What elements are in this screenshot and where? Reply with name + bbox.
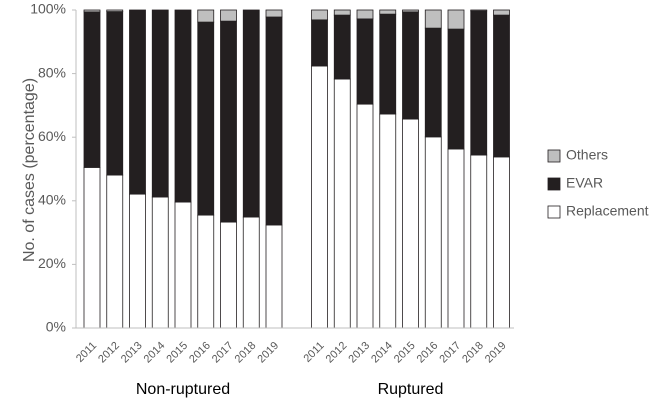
x-tick-label: 2011 <box>74 340 99 365</box>
x-tick-label: 2019 <box>483 340 509 366</box>
bar-segment <box>379 113 397 329</box>
bar-segment <box>83 9 101 13</box>
bar-segment <box>197 214 215 329</box>
y-axis-title: No. of cases (percentage) <box>21 78 38 262</box>
bar-segment <box>356 103 374 329</box>
bar-segment <box>493 14 510 158</box>
bar-segment <box>402 118 419 329</box>
legend-label: Others <box>566 147 608 163</box>
bar-segment <box>424 136 442 329</box>
y-tick-label: 40% <box>38 192 66 208</box>
bar-segment <box>311 19 328 67</box>
y-tick-label: 20% <box>38 255 66 271</box>
bar-segment <box>333 14 351 80</box>
bar-segment <box>379 9 397 15</box>
legend-swatch <box>547 149 561 163</box>
bar-segment <box>447 28 465 150</box>
bar-segment <box>220 221 237 329</box>
x-tick-label: 2015 <box>164 340 190 366</box>
x-tick-label: 2013 <box>119 340 145 366</box>
x-tick-label: 2012 <box>96 340 122 366</box>
x-tick-label: 2018 <box>460 340 486 366</box>
x-tick-label: 2017 <box>210 340 236 366</box>
bar-segment <box>470 10 488 156</box>
x-tick-label: 2011 <box>301 340 326 365</box>
x-tick-label: 2019 <box>255 340 281 366</box>
bar-segment <box>220 20 237 223</box>
bar-segment <box>265 16 283 226</box>
bar-segment <box>470 9 488 12</box>
bar-segment <box>242 9 260 218</box>
bar-segment <box>197 21 215 216</box>
bar-segment <box>220 9 237 22</box>
bar-segment <box>106 9 124 12</box>
bar-segment <box>106 174 124 329</box>
y-tick-label: 80% <box>38 64 66 80</box>
x-tick-label: 2014 <box>369 340 395 366</box>
x-tick-label: 2016 <box>187 340 213 366</box>
x-tick-label: 2016 <box>415 340 441 366</box>
bar-segment <box>151 9 169 198</box>
bar-segment <box>424 9 442 29</box>
bar-segment <box>356 18 374 105</box>
bar-segment <box>129 9 146 195</box>
bar-segment <box>311 9 328 21</box>
bar-segment <box>151 196 169 329</box>
y-tick-label: 60% <box>38 128 66 144</box>
bar-segment <box>333 78 351 329</box>
x-tick-label: 2012 <box>324 340 350 366</box>
bar-segment <box>174 201 192 329</box>
legend-label: Replacement <box>566 203 649 219</box>
bar-segment <box>333 9 351 16</box>
bar-segment <box>197 9 215 23</box>
bar-segment <box>83 11 101 168</box>
bar-segment <box>402 11 419 120</box>
bar-segment <box>356 9 374 20</box>
bar-segment <box>129 193 146 329</box>
group-label: Non-ruptured <box>136 381 230 398</box>
x-tick-label: 2017 <box>437 340 463 366</box>
x-tick-label: 2014 <box>142 340 168 366</box>
bar-segment <box>379 13 397 115</box>
bar-segment <box>242 216 260 329</box>
bar-segment <box>470 154 488 329</box>
bar-segment <box>265 224 283 329</box>
bar-segment <box>424 27 442 138</box>
bar-segment <box>402 9 419 13</box>
x-tick-label: 2018 <box>233 340 259 366</box>
bar-segment <box>311 65 328 329</box>
group-label: Ruptured <box>378 381 444 398</box>
x-tick-label: 2015 <box>392 340 418 366</box>
bar-segment <box>265 9 283 18</box>
y-tick-label: 0% <box>46 319 66 335</box>
legend-swatch <box>547 205 561 219</box>
x-tick-label: 2013 <box>346 340 372 366</box>
legend-swatch <box>547 177 561 191</box>
bar-segment <box>106 11 124 176</box>
bar-segment <box>493 156 510 329</box>
bar-segment <box>447 9 465 30</box>
bar-segment <box>493 9 510 16</box>
bar-segment <box>447 148 465 329</box>
bar-segment <box>174 9 192 203</box>
bar-segment <box>83 167 101 329</box>
y-tick-label: 100% <box>30 1 66 17</box>
legend-label: EVAR <box>566 175 603 191</box>
